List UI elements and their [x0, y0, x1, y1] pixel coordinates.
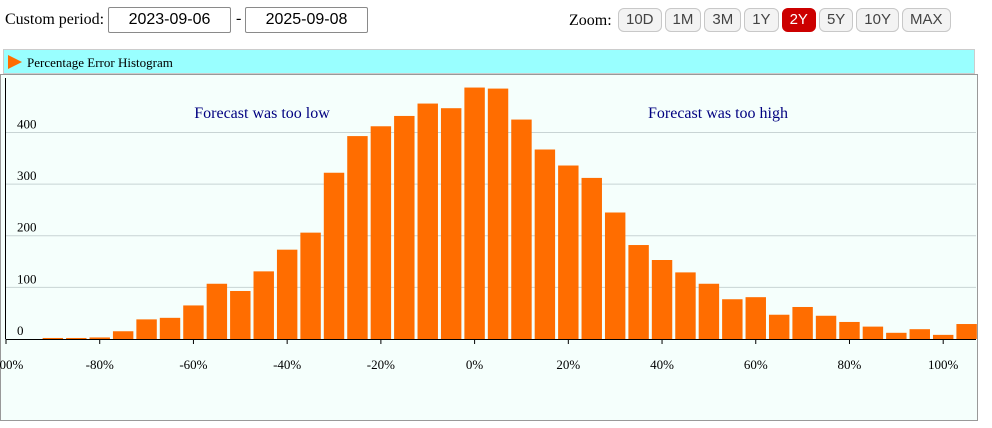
- x-tick-label: -60%: [179, 357, 207, 372]
- zoom-button-group: 10D 1M 3M 1Y 2Y 5Y 10Y MAX: [618, 8, 951, 32]
- x-tick-label: 60%: [744, 357, 768, 372]
- y-tick-label: 100: [17, 271, 37, 286]
- zoom-button-3m[interactable]: 3M: [704, 8, 741, 32]
- x-tick-label: -20%: [367, 357, 395, 372]
- histogram-chart: 0 100 200 300 400 -100% -80% -60% -40% -20% 0% 20% 4…: [0, 74, 978, 421]
- x-tick-label: -40%: [273, 357, 301, 372]
- histogram-bar: [324, 173, 344, 339]
- histogram-bar: [863, 327, 883, 339]
- histogram-bar: [136, 319, 156, 339]
- histogram-bar: [769, 315, 789, 339]
- play-triangle-icon[interactable]: [7, 54, 23, 70]
- histogram-bar: [511, 120, 531, 339]
- histogram-bar: [956, 324, 976, 339]
- zoom-button-1m[interactable]: 1M: [665, 8, 702, 32]
- histogram-bar: [371, 126, 391, 339]
- histogram-bar: [675, 272, 695, 339]
- histogram-bar: [582, 178, 602, 339]
- histogram-bar: [910, 329, 930, 339]
- y-tick-label: 300: [17, 168, 37, 183]
- histogram-bars: [43, 88, 977, 339]
- zoom-button-10y[interactable]: 10Y: [856, 8, 899, 32]
- zoom-button-2y[interactable]: 2Y: [782, 8, 816, 32]
- annotation-too-high: Forecast was too high: [648, 105, 788, 122]
- histogram-bar: [441, 108, 461, 339]
- histogram-bar: [628, 245, 648, 339]
- histogram-bar: [207, 284, 227, 339]
- y-tick-label: 0: [17, 323, 24, 338]
- histogram-bar: [90, 337, 110, 339]
- x-tick-label: -80%: [86, 357, 114, 372]
- histogram-bar: [43, 338, 63, 339]
- histogram-bar: [277, 250, 297, 339]
- histogram-bar: [347, 136, 367, 339]
- histogram-bar: [230, 291, 250, 339]
- histogram-bar: [535, 150, 555, 339]
- histogram-bar: [652, 260, 672, 339]
- histogram-bar: [418, 104, 438, 339]
- histogram-bar: [816, 316, 836, 339]
- histogram-bar: [699, 284, 719, 339]
- histogram-bar: [746, 297, 766, 339]
- date-to-input[interactable]: 2025-09-08: [245, 7, 368, 33]
- custom-period-label: Custom period:: [5, 11, 104, 29]
- histogram-bar: [886, 333, 906, 339]
- histogram-bar: [254, 271, 274, 339]
- x-tick-label: 40%: [650, 357, 674, 372]
- zoom-button-max[interactable]: MAX: [902, 8, 951, 32]
- histogram-bar: [488, 89, 508, 339]
- histogram-bar: [464, 88, 484, 339]
- date-separator: -: [236, 10, 241, 28]
- zoom-label: Zoom:: [569, 12, 612, 30]
- histogram-bar: [394, 116, 414, 339]
- histogram-bar: [300, 233, 320, 339]
- histogram-bar: [183, 305, 203, 339]
- panel-header[interactable]: Percentage Error Histogram: [3, 49, 975, 74]
- annotation-too-low: Forecast was too low: [194, 105, 330, 122]
- histogram-bar: [66, 338, 86, 339]
- y-tick-label: 200: [17, 220, 37, 235]
- histogram-bar: [160, 318, 180, 339]
- y-tick-label: 400: [17, 116, 37, 131]
- histogram-bar: [722, 299, 742, 339]
- histogram-bar: [605, 213, 625, 340]
- histogram-bar: [558, 166, 578, 339]
- x-tick-label: 0%: [466, 357, 484, 372]
- histogram-bar: [113, 331, 133, 339]
- histogram-bar: [792, 307, 812, 339]
- x-tick-label: 20%: [556, 357, 580, 372]
- panel-title: Percentage Error Histogram: [27, 55, 173, 71]
- date-from-input[interactable]: 2023-09-06: [108, 7, 231, 33]
- zoom-button-1y[interactable]: 1Y: [744, 8, 778, 32]
- toolbar: Custom period: 2023-09-06 - 2025-09-08 Z…: [0, 0, 992, 44]
- zoom-button-10d[interactable]: 10D: [618, 8, 662, 32]
- histogram-bar: [839, 322, 859, 339]
- zoom-button-5y[interactable]: 5Y: [819, 8, 853, 32]
- x-tick-label: 100%: [928, 357, 959, 372]
- x-tick-label: 80%: [838, 357, 862, 372]
- histogram-bar: [933, 335, 953, 339]
- x-tick-label: -100%: [0, 357, 23, 372]
